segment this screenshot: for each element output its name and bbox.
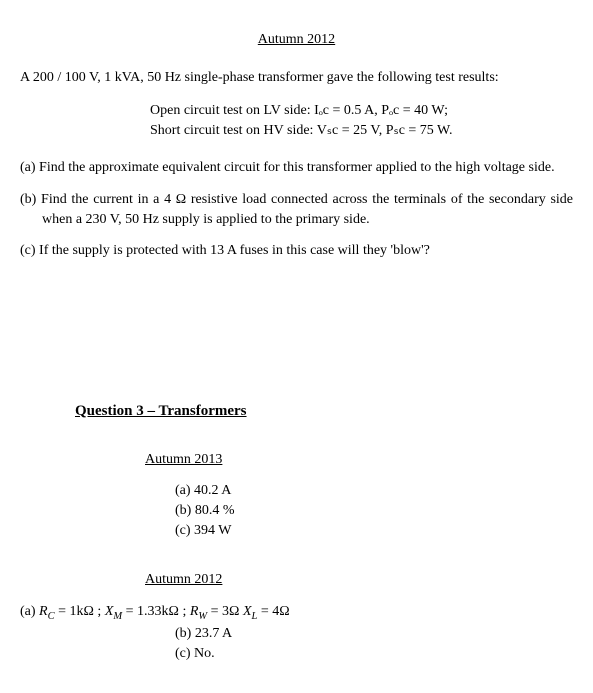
- part-a: (a) Find the approximate equivalent circ…: [20, 158, 573, 178]
- test-results-block: Open circuit test on LV side: Iₒc = 0.5 …: [150, 101, 573, 140]
- answer-2013-a: (a) 40.2 A: [175, 481, 573, 501]
- answer-2012-b: (b) 23.7 A: [175, 624, 573, 644]
- oc-test-line: Open circuit test on LV side: Iₒc = 0.5 …: [150, 101, 573, 121]
- question-3-title: Question 3 – Transformers: [75, 401, 573, 422]
- sc-test-line: Short circuit test on HV side: Vₛc = 25 …: [150, 121, 573, 141]
- answer-2012-c: (c) No.: [175, 644, 573, 664]
- part-c: (c) If the supply is protected with 13 A…: [20, 241, 573, 261]
- part-b: (b) Find the current in a 4 Ω resistive …: [20, 190, 573, 229]
- answers-2013-title: Autumn 2013: [145, 450, 573, 470]
- exam-year-title: Autumn 2012: [20, 30, 573, 50]
- answer-2013-c: (c) 394 W: [175, 521, 573, 541]
- answer-2012-block: (a) RC = 1kΩ ; XM = 1.33kΩ ; RW = 3Ω XL …: [20, 602, 573, 664]
- answers-2012-title: Autumn 2012: [145, 570, 573, 590]
- problem-intro: A 200 / 100 V, 1 kVA, 50 Hz single-phase…: [20, 68, 573, 88]
- answer-2012-a: (a) RC = 1kΩ ; XM = 1.33kΩ ; RW = 3Ω XL …: [20, 602, 573, 624]
- answer-2013-b: (b) 80.4 %: [175, 501, 573, 521]
